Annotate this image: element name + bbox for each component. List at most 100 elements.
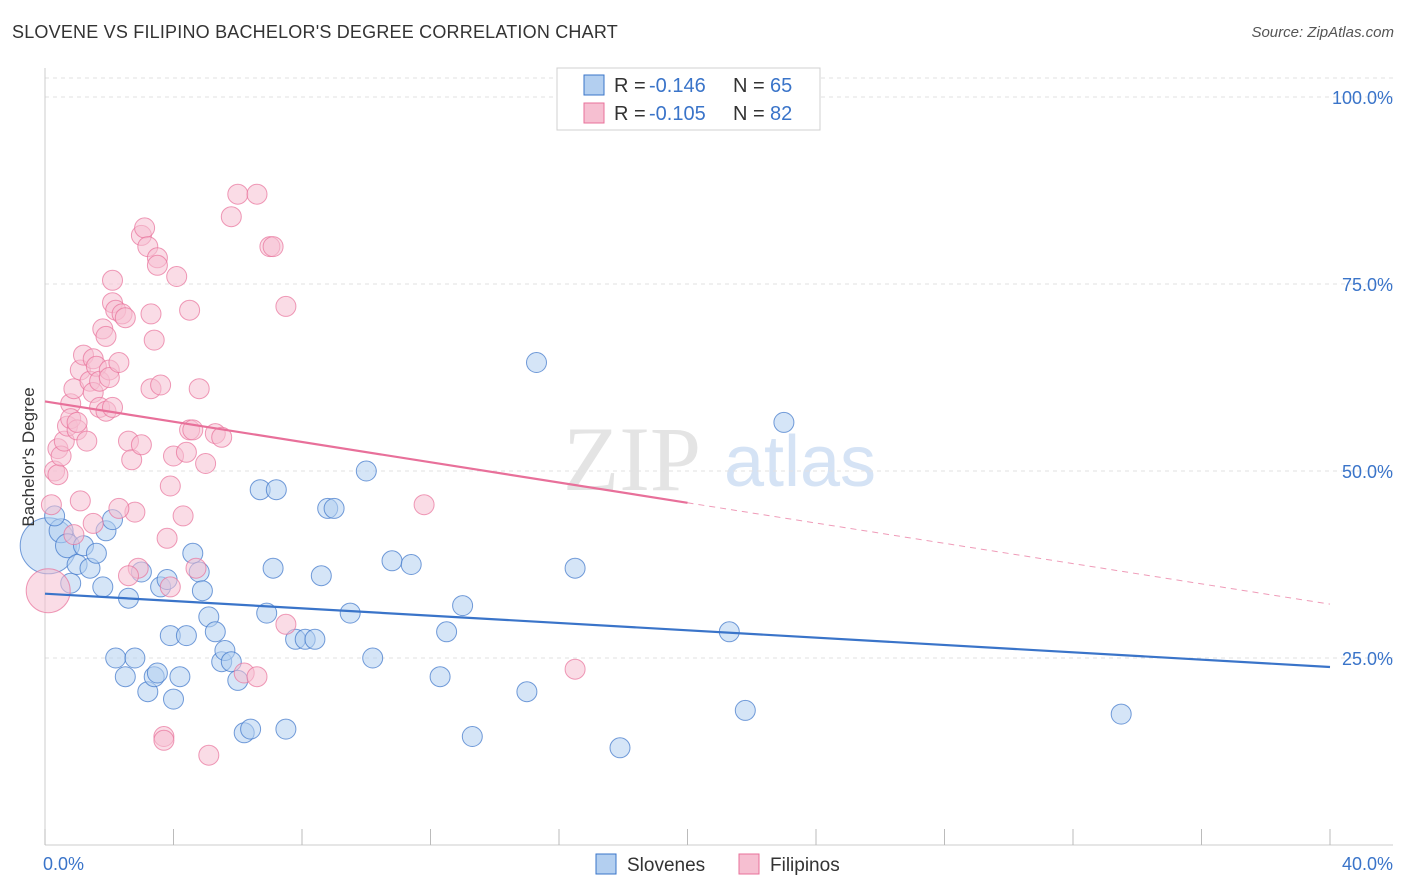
point-filipinos — [262, 236, 284, 258]
point-filipinos — [175, 441, 197, 463]
point-slovenes — [461, 726, 483, 747]
point-slovenes — [526, 352, 547, 373]
legend-swatch-slovenes — [583, 74, 605, 96]
scatter-points — [19, 183, 1132, 766]
point-slovenes — [355, 460, 377, 482]
point-slovenes — [175, 625, 197, 647]
legend-n-value-2: 82 — [770, 103, 792, 125]
point-filipinos — [140, 303, 162, 325]
point-filipinos — [220, 206, 242, 228]
point-slovenes — [310, 565, 332, 587]
point-slovenes — [105, 647, 127, 669]
point-filipinos — [76, 430, 98, 452]
legend-r-value-2: -0.105 — [649, 103, 706, 125]
point-filipinos — [275, 613, 297, 635]
point-filipinos — [156, 527, 178, 549]
legend-r-label-2: R = — [614, 103, 646, 125]
point-slovenes — [204, 621, 226, 643]
point-filipinos — [159, 576, 181, 598]
point-filipinos — [130, 434, 152, 456]
point-filipinos — [134, 217, 156, 239]
legend-n-value-1: 65 — [770, 75, 792, 97]
point-filipinos — [82, 512, 104, 534]
point-filipinos — [150, 374, 172, 396]
point-slovenes — [362, 647, 384, 669]
point-filipinos — [102, 269, 123, 291]
bottom-legend: Slovenes Filipinos — [595, 853, 840, 876]
point-slovenes — [516, 681, 538, 703]
point-slovenes — [1110, 703, 1132, 725]
point-filipinos — [185, 557, 207, 579]
point-filipinos — [66, 411, 88, 433]
point-slovenes — [114, 666, 136, 688]
point-filipinos — [118, 565, 139, 587]
bottom-legend-swatch-slovenes — [595, 853, 617, 875]
point-slovenes — [262, 557, 284, 579]
trend-line-extension-filipinos — [687, 502, 1331, 605]
point-filipinos — [246, 666, 268, 688]
top-legend: R = -0.146 N = 65 R = -0.105 N = 82 — [556, 67, 821, 131]
point-slovenes — [265, 479, 287, 501]
point-filipinos — [198, 744, 220, 766]
point-filipinos — [98, 367, 120, 388]
point-slovenes — [436, 621, 458, 643]
source-label: Source: ZipAtlas.com — [1251, 24, 1394, 41]
point-slovenes — [275, 718, 297, 740]
point-filipinos — [108, 497, 130, 519]
point-slovenes — [323, 497, 345, 519]
point-slovenes — [564, 557, 586, 579]
point-slovenes — [381, 550, 403, 572]
legend-r-label-1: R = — [614, 75, 646, 97]
legend-n-label-1: N = — [733, 75, 765, 97]
point-filipinos — [146, 254, 168, 276]
point-filipinos — [143, 329, 165, 351]
point-filipinos — [69, 490, 91, 512]
point-filipinos — [25, 568, 71, 614]
point-filipinos — [95, 325, 117, 347]
point-filipinos — [246, 183, 268, 205]
point-filipinos — [211, 426, 233, 448]
point-filipinos — [63, 524, 85, 546]
point-filipinos — [172, 505, 194, 527]
trend-line-filipinos — [44, 400, 688, 504]
point-slovenes — [304, 628, 326, 650]
point-filipinos — [166, 266, 188, 287]
point-filipinos — [413, 494, 435, 516]
point-filipinos — [275, 295, 297, 317]
trend-lines — [44, 400, 1331, 669]
point-filipinos — [114, 307, 136, 329]
y-tick-label: 100.0% — [1332, 88, 1393, 108]
point-slovenes — [169, 666, 191, 688]
point-slovenes — [146, 662, 168, 684]
legend-n-label-2: N = — [733, 103, 765, 125]
point-filipinos — [108, 352, 130, 373]
y-axis-title: Bachelor's Degree — [19, 387, 38, 526]
point-filipinos — [179, 299, 201, 321]
point-filipinos — [227, 183, 249, 205]
gridlines — [45, 77, 1393, 659]
point-filipinos — [153, 729, 175, 751]
x-tick-label: 40.0% — [1342, 854, 1393, 874]
y-tick-label: 25.0% — [1342, 649, 1393, 669]
point-filipinos — [102, 396, 123, 418]
bottom-legend-swatch-filipinos — [738, 853, 760, 875]
y-tick-label: 75.0% — [1342, 275, 1393, 295]
point-filipinos — [564, 658, 586, 680]
trend-line-slovenes — [44, 592, 1331, 669]
point-slovenes — [452, 595, 474, 617]
legend-r-value-1: -0.146 — [649, 75, 706, 97]
x-tick-label: 0.0% — [43, 854, 84, 874]
point-slovenes — [400, 554, 422, 575]
point-slovenes — [773, 411, 795, 433]
watermark-atlas: atlas — [724, 422, 876, 502]
point-slovenes — [85, 542, 107, 564]
point-filipinos — [195, 453, 217, 474]
legend-swatch-filipinos — [583, 102, 605, 124]
point-slovenes — [163, 688, 184, 710]
point-slovenes — [124, 647, 146, 669]
bottom-legend-slovenes: Slovenes — [627, 855, 705, 876]
point-slovenes — [191, 580, 213, 602]
point-filipinos — [188, 378, 210, 400]
point-filipinos — [40, 494, 62, 516]
